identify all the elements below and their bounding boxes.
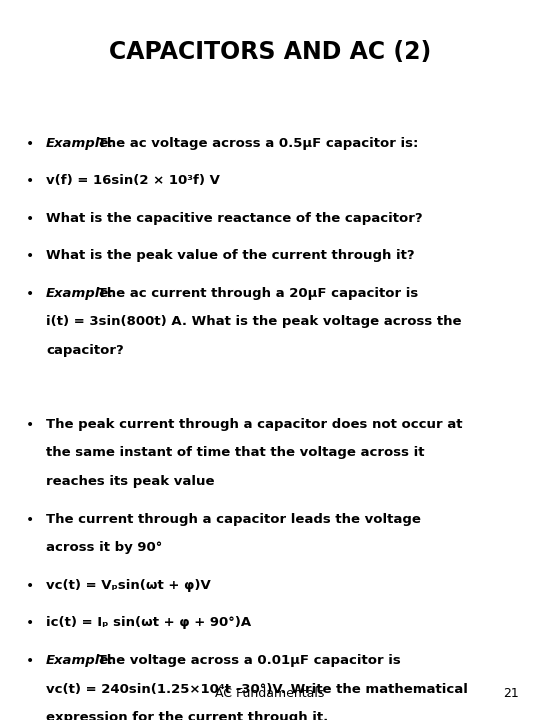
Text: •: • bbox=[25, 654, 34, 667]
Text: CAPACITORS AND AC (2): CAPACITORS AND AC (2) bbox=[109, 40, 431, 63]
Text: capacitor?: capacitor? bbox=[46, 344, 124, 357]
Text: vᴄ(t) = 240sin(1.25×10⁴t -30°)V. Write the mathematical: vᴄ(t) = 240sin(1.25×10⁴t -30°)V. Write t… bbox=[46, 683, 468, 696]
Text: the same instant of time that the voltage across it: the same instant of time that the voltag… bbox=[46, 446, 424, 459]
Text: •: • bbox=[25, 513, 34, 526]
Text: The voltage across a 0.01μF capacitor is: The voltage across a 0.01μF capacitor is bbox=[93, 654, 401, 667]
Text: The ac voltage across a 0.5μF capacitor is:: The ac voltage across a 0.5μF capacitor … bbox=[93, 137, 418, 150]
Text: i(t) = 3sin(800t) A. What is the peak voltage across the: i(t) = 3sin(800t) A. What is the peak vo… bbox=[46, 315, 461, 328]
Text: What is the peak value of the current through it?: What is the peak value of the current th… bbox=[46, 249, 415, 262]
Text: •: • bbox=[25, 418, 34, 431]
Text: •: • bbox=[25, 616, 34, 630]
Text: iᴄ(t) = Iₚ sin(ωt + φ + 90°)A: iᴄ(t) = Iₚ sin(ωt + φ + 90°)A bbox=[46, 616, 251, 629]
Text: Example:: Example: bbox=[46, 137, 114, 150]
Text: Example:: Example: bbox=[46, 287, 114, 300]
Text: The peak current through a capacitor does not occur at: The peak current through a capacitor doe… bbox=[46, 418, 462, 431]
Text: expression for the current through it.: expression for the current through it. bbox=[46, 711, 328, 720]
Text: •: • bbox=[25, 579, 34, 593]
Text: •: • bbox=[25, 212, 34, 225]
Text: •: • bbox=[25, 287, 34, 300]
Text: The ac current through a 20μF capacitor is: The ac current through a 20μF capacitor … bbox=[93, 287, 418, 300]
Text: AC Fundamentals: AC Fundamentals bbox=[215, 687, 325, 700]
Text: The current through a capacitor leads the voltage: The current through a capacitor leads th… bbox=[46, 513, 421, 526]
Text: Example:: Example: bbox=[46, 654, 114, 667]
Text: v(f) = 16sin(2 × 10³f) V: v(f) = 16sin(2 × 10³f) V bbox=[46, 174, 220, 187]
Text: 21: 21 bbox=[503, 687, 518, 700]
Text: •: • bbox=[25, 249, 34, 263]
Text: across it by 90°: across it by 90° bbox=[46, 541, 162, 554]
Text: reaches its peak value: reaches its peak value bbox=[46, 475, 214, 488]
Text: vᴄ(t) = Vₚsin(ωt + φ)V: vᴄ(t) = Vₚsin(ωt + φ)V bbox=[46, 579, 211, 592]
Text: •: • bbox=[25, 137, 34, 150]
Text: •: • bbox=[25, 174, 34, 188]
Text: What is the capacitive reactance of the capacitor?: What is the capacitive reactance of the … bbox=[46, 212, 422, 225]
